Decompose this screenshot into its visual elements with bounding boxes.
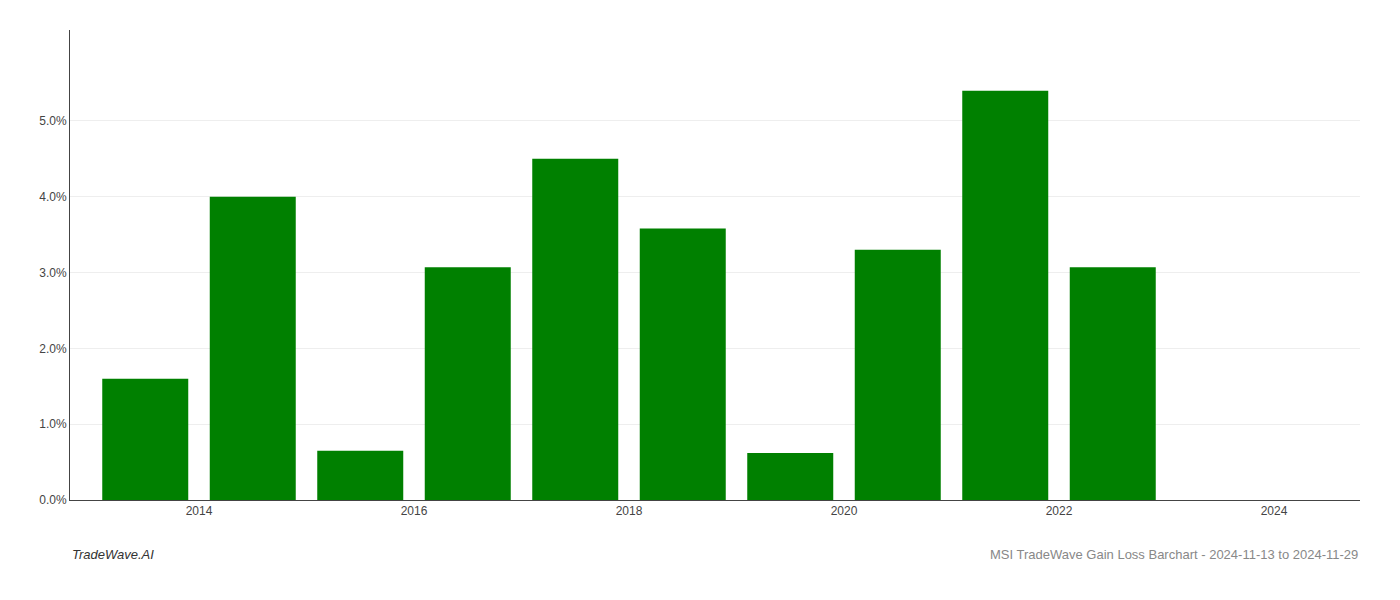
svg-text:TradeWave.AI: TradeWave.AI [72,547,154,562]
svg-text:5.0%: 5.0% [39,114,67,128]
svg-text:3.0%: 3.0% [39,266,67,280]
svg-text:1.0%: 1.0% [39,417,67,431]
svg-text:MSI TradeWave Gain Loss Barcha: MSI TradeWave Gain Loss Barchart - 2024-… [990,547,1358,562]
svg-text:2.0%: 2.0% [39,342,67,356]
svg-text:2018: 2018 [616,504,643,518]
svg-text:2016: 2016 [401,504,428,518]
svg-text:2014: 2014 [186,504,213,518]
svg-text:0.0%: 0.0% [39,493,67,507]
svg-text:2022: 2022 [1046,504,1073,518]
svg-text:2020: 2020 [831,504,858,518]
svg-text:4.0%: 4.0% [39,190,67,204]
svg-text:2024: 2024 [1261,504,1288,518]
